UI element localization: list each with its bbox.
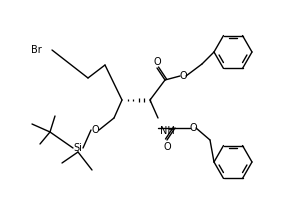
Text: O: O bbox=[163, 142, 171, 152]
Text: Si: Si bbox=[74, 143, 83, 153]
Text: Br: Br bbox=[31, 45, 42, 55]
Text: O: O bbox=[91, 125, 99, 135]
Text: O: O bbox=[189, 123, 197, 133]
Text: O: O bbox=[153, 57, 161, 67]
Text: O: O bbox=[179, 71, 187, 81]
Text: NH: NH bbox=[160, 126, 175, 136]
